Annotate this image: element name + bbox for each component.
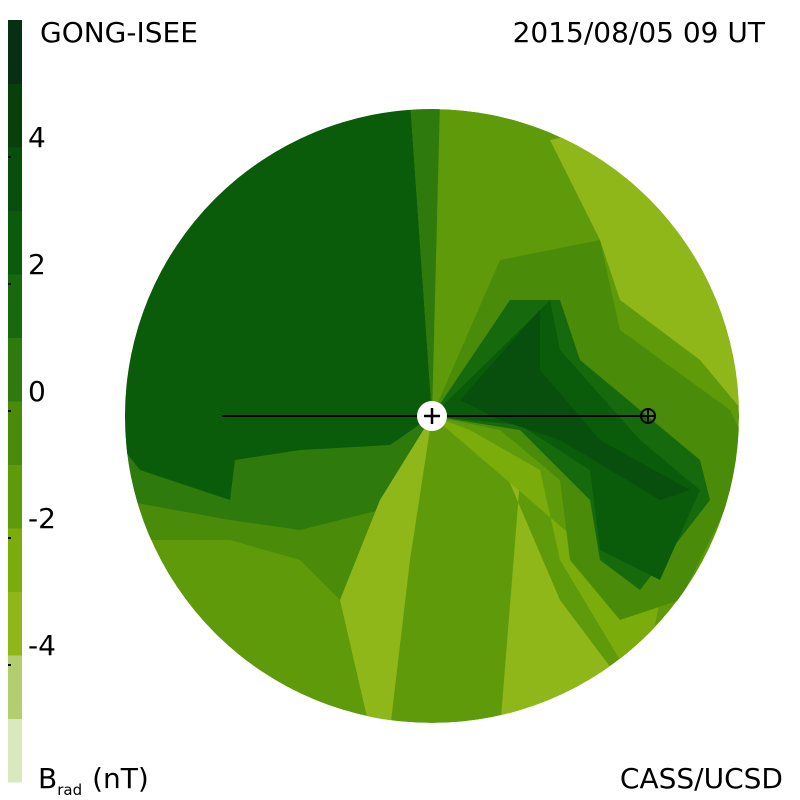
subscript: rad (57, 781, 82, 799)
colorbar-band (8, 464, 22, 529)
header-right: 2015/08/05 09 UT (513, 16, 766, 49)
symbol: B (38, 762, 57, 795)
unit: (nT) (92, 762, 149, 795)
colorbar-tick-label: -4 (28, 629, 56, 662)
contour (432, 416, 620, 723)
contour (125, 109, 432, 500)
colorbar-tick-label: 0 (28, 375, 46, 408)
colorbar-band (8, 591, 22, 656)
colorbar-band (8, 528, 22, 592)
colorbar-band (8, 655, 22, 719)
colorbar-band (8, 718, 22, 783)
credit: CASS/UCSD (620, 762, 783, 795)
colorbar-band (8, 210, 22, 275)
sun-marker (424, 408, 440, 424)
contour (460, 310, 690, 500)
colorbar-band (8, 401, 22, 465)
colorbar-tick-label: -2 (28, 502, 56, 535)
colorbar-label: Brad (nT) (38, 762, 149, 799)
contour (410, 109, 440, 416)
contour (340, 416, 432, 723)
colorbar-tick-label: 4 (28, 121, 46, 154)
colorbar-band (8, 83, 22, 148)
colorbar-band (8, 274, 22, 338)
header-left: GONG-ISEE (40, 16, 198, 49)
colorbar-band (8, 20, 22, 84)
colorbar: 4 2 0 -2 -4 (8, 20, 56, 783)
colorbar-band (8, 337, 22, 402)
colorbar-band (8, 147, 22, 211)
colorbar-tick-label: 2 (28, 248, 46, 281)
earth-marker (641, 409, 655, 423)
